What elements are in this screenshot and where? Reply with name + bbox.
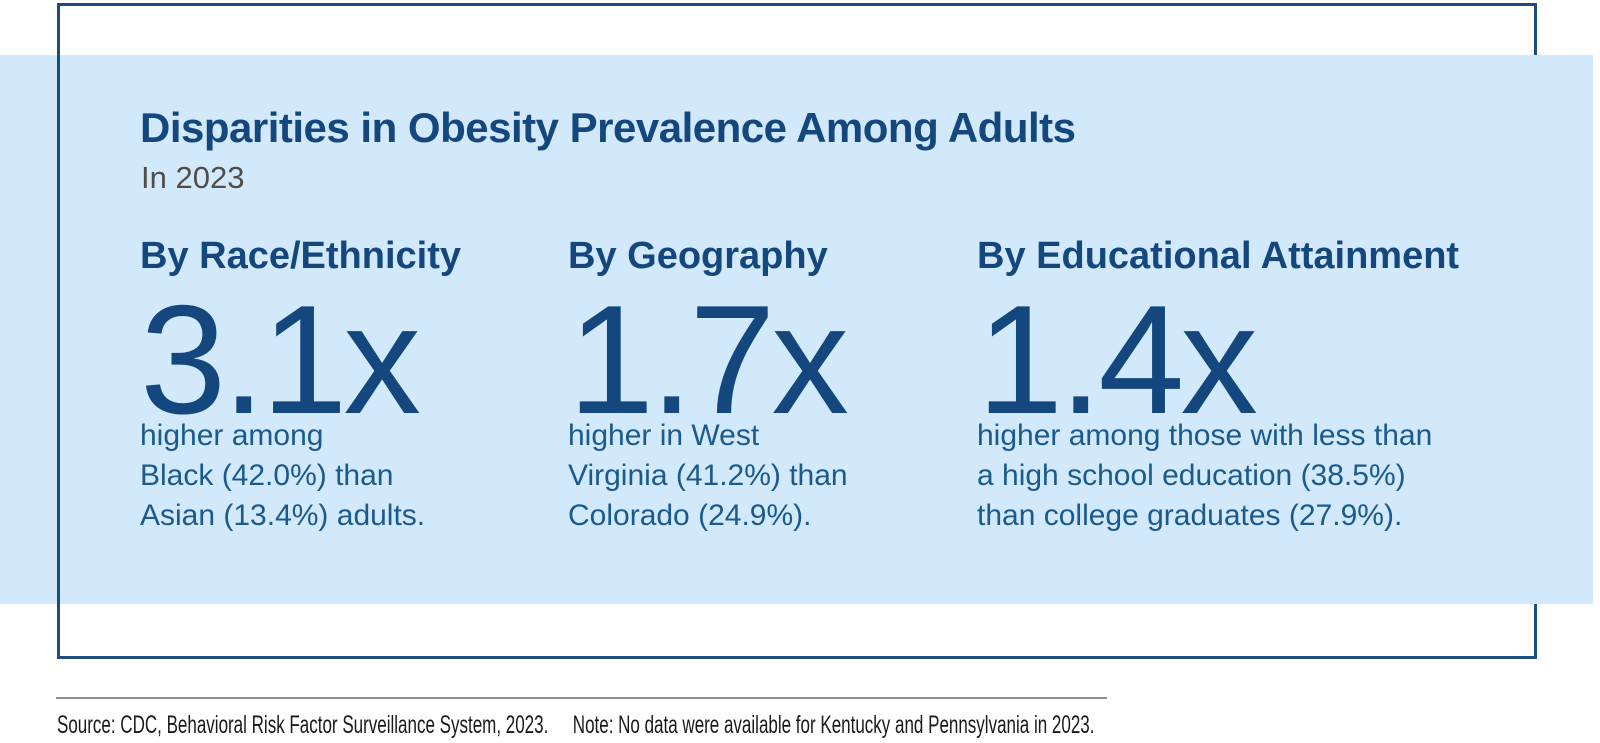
highlight-panel xyxy=(0,55,1593,604)
stat-category-race: By Race/Ethnicity xyxy=(140,235,461,277)
stat-description-line: higher among those with less than xyxy=(977,419,1433,452)
footer-text: Source: CDC, Behavioral Risk Factor Surv… xyxy=(57,711,1094,740)
stat-multiplier-geography: 1.7x xyxy=(568,273,849,446)
frame-border-patch xyxy=(1532,55,1540,604)
stat-description-geography: higher in West Virginia (41.2%) than Col… xyxy=(568,416,848,536)
stat-description-race: higher among Black (42.0%) than Asian (1… xyxy=(140,416,425,536)
stat-description-line: Black (42.0%) than xyxy=(140,459,394,492)
page-subtitle: In 2023 xyxy=(141,160,245,195)
page-title: Disparities in Obesity Prevalence Among … xyxy=(140,104,1076,151)
stat-description-line: Virginia (41.2%) than xyxy=(568,459,848,492)
stat-description-line: a high school education (38.5%) xyxy=(977,459,1406,492)
stat-description-line: Asian (13.4%) adults. xyxy=(140,499,426,532)
stat-category-geography: By Geography xyxy=(568,235,828,277)
stat-description-education: higher among those with less than a high… xyxy=(977,416,1432,536)
source-text: Source: CDC, Behavioral Risk Factor Surv… xyxy=(57,711,549,739)
stat-description-line: higher in West xyxy=(568,419,760,452)
stat-description-line: than college graduates (27.9%). xyxy=(977,499,1403,532)
note-text: Note: No data were available for Kentuck… xyxy=(572,711,1095,739)
stat-multiplier-race: 3.1x xyxy=(140,273,421,446)
footer-divider-line xyxy=(56,697,1107,699)
stat-description-line: higher among xyxy=(140,419,324,452)
stat-category-education: By Educational Attainment xyxy=(977,235,1460,277)
stat-description-line: Colorado (24.9%). xyxy=(568,499,812,532)
stat-multiplier-education: 1.4x xyxy=(977,273,1258,446)
